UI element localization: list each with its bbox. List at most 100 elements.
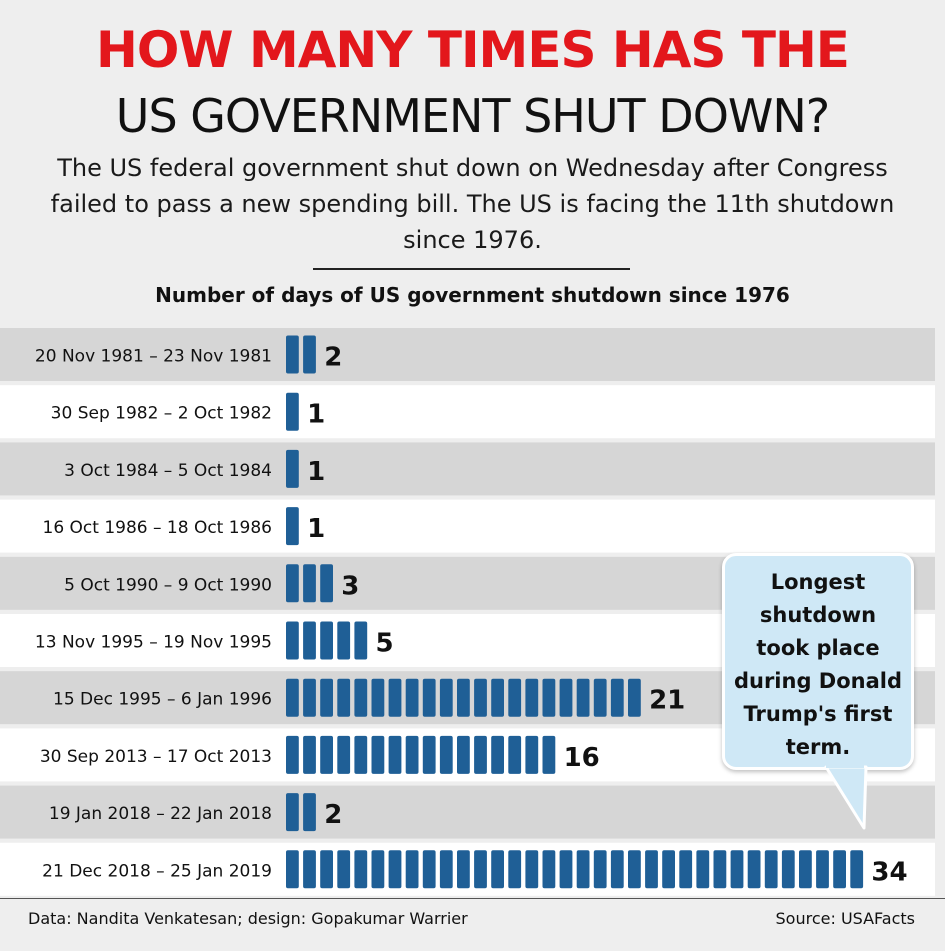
category-label: 19 Jan 2018 – 22 Jan 2018 — [49, 804, 272, 824]
bar-day-segment — [388, 735, 402, 774]
bar-day-segment — [645, 850, 658, 889]
category-label: 15 Dec 1995 – 6 Jan 1996 — [53, 690, 272, 710]
category-label: 20 Nov 1981 – 23 Nov 1981 — [35, 347, 272, 367]
bar-day-segment — [320, 621, 333, 660]
bar-day-segment — [371, 735, 385, 774]
bar-day-segment — [730, 850, 744, 889]
data-label: 1 — [307, 457, 325, 487]
bar-day-segment — [457, 735, 470, 774]
bar-day-segment — [320, 564, 333, 603]
bar-day-segment — [439, 735, 453, 774]
bar-day-segment — [286, 678, 299, 717]
bar-day-segment — [286, 449, 299, 488]
bar-day-segment — [337, 735, 351, 774]
source-text: Source: USAFacts — [775, 909, 915, 928]
category-label: 21 Dec 2018 – 25 Jan 2019 — [42, 861, 272, 881]
bar-day-segment — [696, 850, 710, 889]
bar-day-segment — [576, 678, 590, 717]
bar-day-segment — [303, 678, 316, 717]
bar-day-segment — [474, 735, 487, 774]
bar-day-segment — [508, 850, 522, 889]
bar-day-segment — [747, 850, 761, 889]
credit-text: Data: Nandita Venkatesan; design: Gopaku… — [28, 909, 468, 928]
bar-day-segment — [303, 850, 316, 889]
bar-day-segment — [559, 850, 573, 889]
bar-day-segment — [439, 850, 453, 889]
bar-day-segment — [303, 735, 316, 774]
category-label: 30 Sep 1982 – 2 Oct 1982 — [51, 404, 272, 424]
row-background — [0, 442, 935, 496]
chart-title: Number of days of US government shutdown… — [155, 283, 790, 307]
bar-day-segment — [354, 678, 368, 717]
data-label: 1 — [307, 400, 325, 430]
bar-day-segment — [713, 850, 727, 889]
row-background — [0, 785, 935, 839]
bar-day-segment — [286, 621, 299, 660]
data-label: 3 — [341, 571, 359, 601]
bar-day-segment — [559, 678, 573, 717]
bar-day-segment — [576, 850, 590, 889]
bar-day-segment — [320, 850, 333, 889]
bar-day-segment — [286, 507, 299, 546]
data-label: 34 — [871, 857, 907, 887]
bar-day-segment — [303, 621, 316, 660]
title-line-1: HOW MANY TIMES HAS THE — [96, 21, 850, 79]
title-line-2: US GOVERNMENT SHUT DOWN? — [115, 89, 830, 143]
bar-day-segment — [286, 392, 299, 431]
bar-day-segment — [474, 678, 487, 717]
bar-day-segment — [610, 678, 624, 717]
bar-day-segment — [422, 735, 436, 774]
bar-day-segment — [303, 564, 316, 603]
bar-day-segment — [491, 678, 504, 717]
bar-day-segment — [525, 850, 539, 889]
footer-divider — [0, 898, 945, 899]
bar-day-segment — [457, 850, 470, 889]
category-label: 3 Oct 1984 – 5 Oct 1984 — [64, 461, 272, 481]
data-label: 21 — [649, 686, 685, 716]
row-background — [0, 385, 935, 439]
bar-day-segment — [542, 850, 556, 889]
bar-day-segment — [422, 850, 436, 889]
divider — [313, 268, 630, 270]
bar-day-segment — [610, 850, 624, 889]
bar-day-segment — [593, 678, 607, 717]
bar-day-segment — [525, 735, 539, 774]
bar-day-segment — [833, 850, 846, 889]
bar-day-segment — [679, 850, 693, 889]
bar-day-segment — [491, 735, 504, 774]
data-label: 2 — [324, 343, 342, 373]
bar-day-segment — [405, 678, 419, 717]
bar-day-segment — [286, 335, 299, 374]
bar-day-segment — [286, 793, 299, 832]
bar-day-segment — [286, 850, 299, 889]
callout-text: Longest shutdown took place during Donal… — [733, 570, 903, 759]
bar-day-segment — [405, 850, 419, 889]
bar-day-segment — [388, 678, 402, 717]
bar-day-segment — [816, 850, 829, 889]
subtitle: The US federal government shut down on W… — [50, 154, 895, 254]
row-background — [0, 499, 935, 553]
bar-day-segment — [542, 678, 556, 717]
bar-day-segment — [337, 850, 351, 889]
bar-day-segment — [850, 850, 864, 889]
bar-day-segment — [457, 678, 470, 717]
data-label: 5 — [376, 629, 394, 659]
bar-day-segment — [354, 735, 368, 774]
bar-day-segment — [662, 850, 675, 889]
bar-day-segment — [337, 678, 351, 717]
bar-day-segment — [508, 735, 522, 774]
category-label: 30 Sep 2013 – 17 Oct 2013 — [40, 747, 272, 767]
bar-day-segment — [320, 735, 333, 774]
bar-day-segment — [439, 678, 453, 717]
callout-box: Longest shutdown took place during Donal… — [722, 553, 914, 770]
bar-day-segment — [388, 850, 402, 889]
bar-day-segment — [354, 850, 368, 889]
category-label: 5 Oct 1990 – 9 Oct 1990 — [64, 575, 272, 595]
bar-day-segment — [371, 678, 385, 717]
bar-day-segment — [337, 621, 351, 660]
bar-day-segment — [764, 850, 778, 889]
row-background — [0, 328, 935, 381]
bar-day-segment — [593, 850, 607, 889]
data-label: 16 — [564, 743, 600, 773]
bar-day-segment — [525, 678, 539, 717]
